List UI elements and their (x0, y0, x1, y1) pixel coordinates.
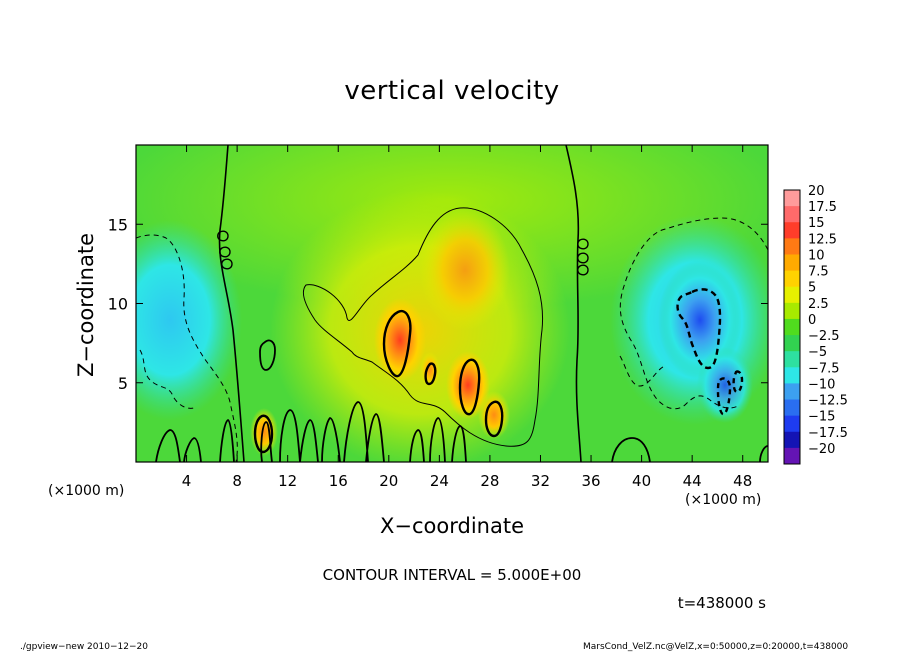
contour-10-core-4 (424, 362, 437, 386)
colorbar-segment (784, 351, 800, 368)
contour-10-core-2 (458, 358, 481, 416)
field-downdraft-left (136, 220, 242, 420)
chart-title: vertical velocity (344, 76, 560, 106)
colorbar-label: −5 (808, 345, 827, 360)
colorbar-label: −7.5 (808, 361, 840, 376)
x-unit-label: (×1000 m) (685, 492, 762, 508)
colorbar-segment (784, 190, 800, 207)
colorbar-segment (784, 383, 800, 401)
colorbar-segment (784, 367, 800, 384)
contour-loop-left-1 (217, 230, 233, 270)
y-tick-label: 10 (108, 295, 128, 314)
colorbar-label: −20 (808, 442, 835, 457)
y-tick-label: 15 (108, 215, 128, 234)
y-tick-label: 5 (118, 374, 128, 393)
colorbar-label: −2.5 (808, 329, 840, 344)
negative-contours (136, 217, 768, 462)
field-updraft-core-3 (478, 391, 510, 439)
colorbar-segment (784, 254, 800, 272)
colorbar-label: 12.5 (808, 232, 837, 247)
x-tick-label: 32 (531, 472, 550, 490)
contour-loop-right-1 (577, 238, 589, 276)
x-tick-label: 4 (182, 472, 192, 490)
colorbar-segment (784, 302, 800, 320)
colorbar-label: 15 (808, 216, 825, 231)
colorbar-segment (784, 206, 800, 223)
colorbar-label: 5 (808, 281, 816, 296)
contour-lines (155, 145, 768, 462)
colorbar-segment (784, 238, 800, 255)
colorbar-label: 10 (808, 248, 825, 263)
x-tick-label: 20 (379, 472, 398, 490)
colorbar-label: −17.5 (808, 426, 848, 441)
zero-contour-updraft-envelope (302, 207, 544, 447)
time-stamp: t=438000 s (677, 594, 766, 612)
contour-10-core-3 (484, 400, 504, 438)
x-tick-label: 44 (683, 472, 702, 490)
colorbar-label: −10 (808, 377, 835, 392)
contour-10-core-5 (253, 414, 274, 454)
y-axis-label: Z−coordinate (74, 233, 98, 377)
contour-interval-text: CONTOUR INTERVAL = 5.000E+00 (322, 566, 582, 584)
x-tick-label: 36 (581, 472, 600, 490)
zero-contour-right (565, 145, 582, 462)
zero-contour-left (218, 145, 245, 462)
colorbar-segment (784, 318, 800, 336)
colorbar-segment (784, 447, 800, 465)
x-axis-label: X−coordinate (380, 514, 524, 538)
colorbar-label: −15 (808, 410, 835, 425)
y-axis-ticks: 5 10 15 (108, 215, 768, 393)
colorbar-segment (784, 431, 800, 449)
footer-right: MarsCond_VelZ.nc@VelZ,x=0:50000,z=0:2000… (583, 642, 849, 652)
footer-left: ./gpview−new 2010−12−20 (20, 642, 148, 652)
colorbar-label: 0 (808, 313, 816, 328)
colorbar-frame (783, 189, 801, 465)
contour-m5-right (619, 217, 768, 410)
strong-contours (253, 288, 744, 454)
x-tick-label: 8 (232, 472, 242, 490)
colorbar-label: −12.5 (808, 394, 848, 409)
x-axis-ticks: 4 8 12 16 20 24 28 32 36 40 44 48 (182, 145, 752, 490)
colorbar-label: 2.5 (808, 297, 829, 312)
colorbar-segment (784, 222, 800, 239)
field-downdraft-right-lower (697, 347, 753, 423)
field-updraft-upper (420, 210, 510, 330)
contour-bottom-plumes (155, 401, 768, 462)
velocity-field (136, 145, 768, 462)
x-tick-label: 24 (430, 472, 449, 490)
x-tick-label: 28 (480, 472, 499, 490)
colorbar-label: 7.5 (808, 265, 829, 280)
x-tick-label: 40 (632, 472, 651, 490)
colorbar-segment (784, 335, 800, 352)
colorbar-label: 17.5 (808, 200, 837, 215)
colorbar-segment (784, 286, 800, 304)
colorbar-label: 20 (808, 184, 825, 199)
colorbar-segment (784, 270, 800, 288)
x-tick-label: 16 (329, 472, 348, 490)
contour-10-core-1 (382, 309, 412, 378)
colorbar-segment (784, 415, 800, 433)
x-tick-label: 12 (278, 472, 297, 490)
y-unit-label: (×1000 m) (48, 483, 125, 499)
colorbar-segment (784, 399, 800, 417)
contour-m10-right (676, 288, 722, 370)
contour-blob-1 (259, 339, 276, 371)
contour-m10-right-lower (716, 370, 744, 416)
contour-m5-left (136, 234, 238, 462)
x-tick-label: 48 (733, 472, 752, 490)
